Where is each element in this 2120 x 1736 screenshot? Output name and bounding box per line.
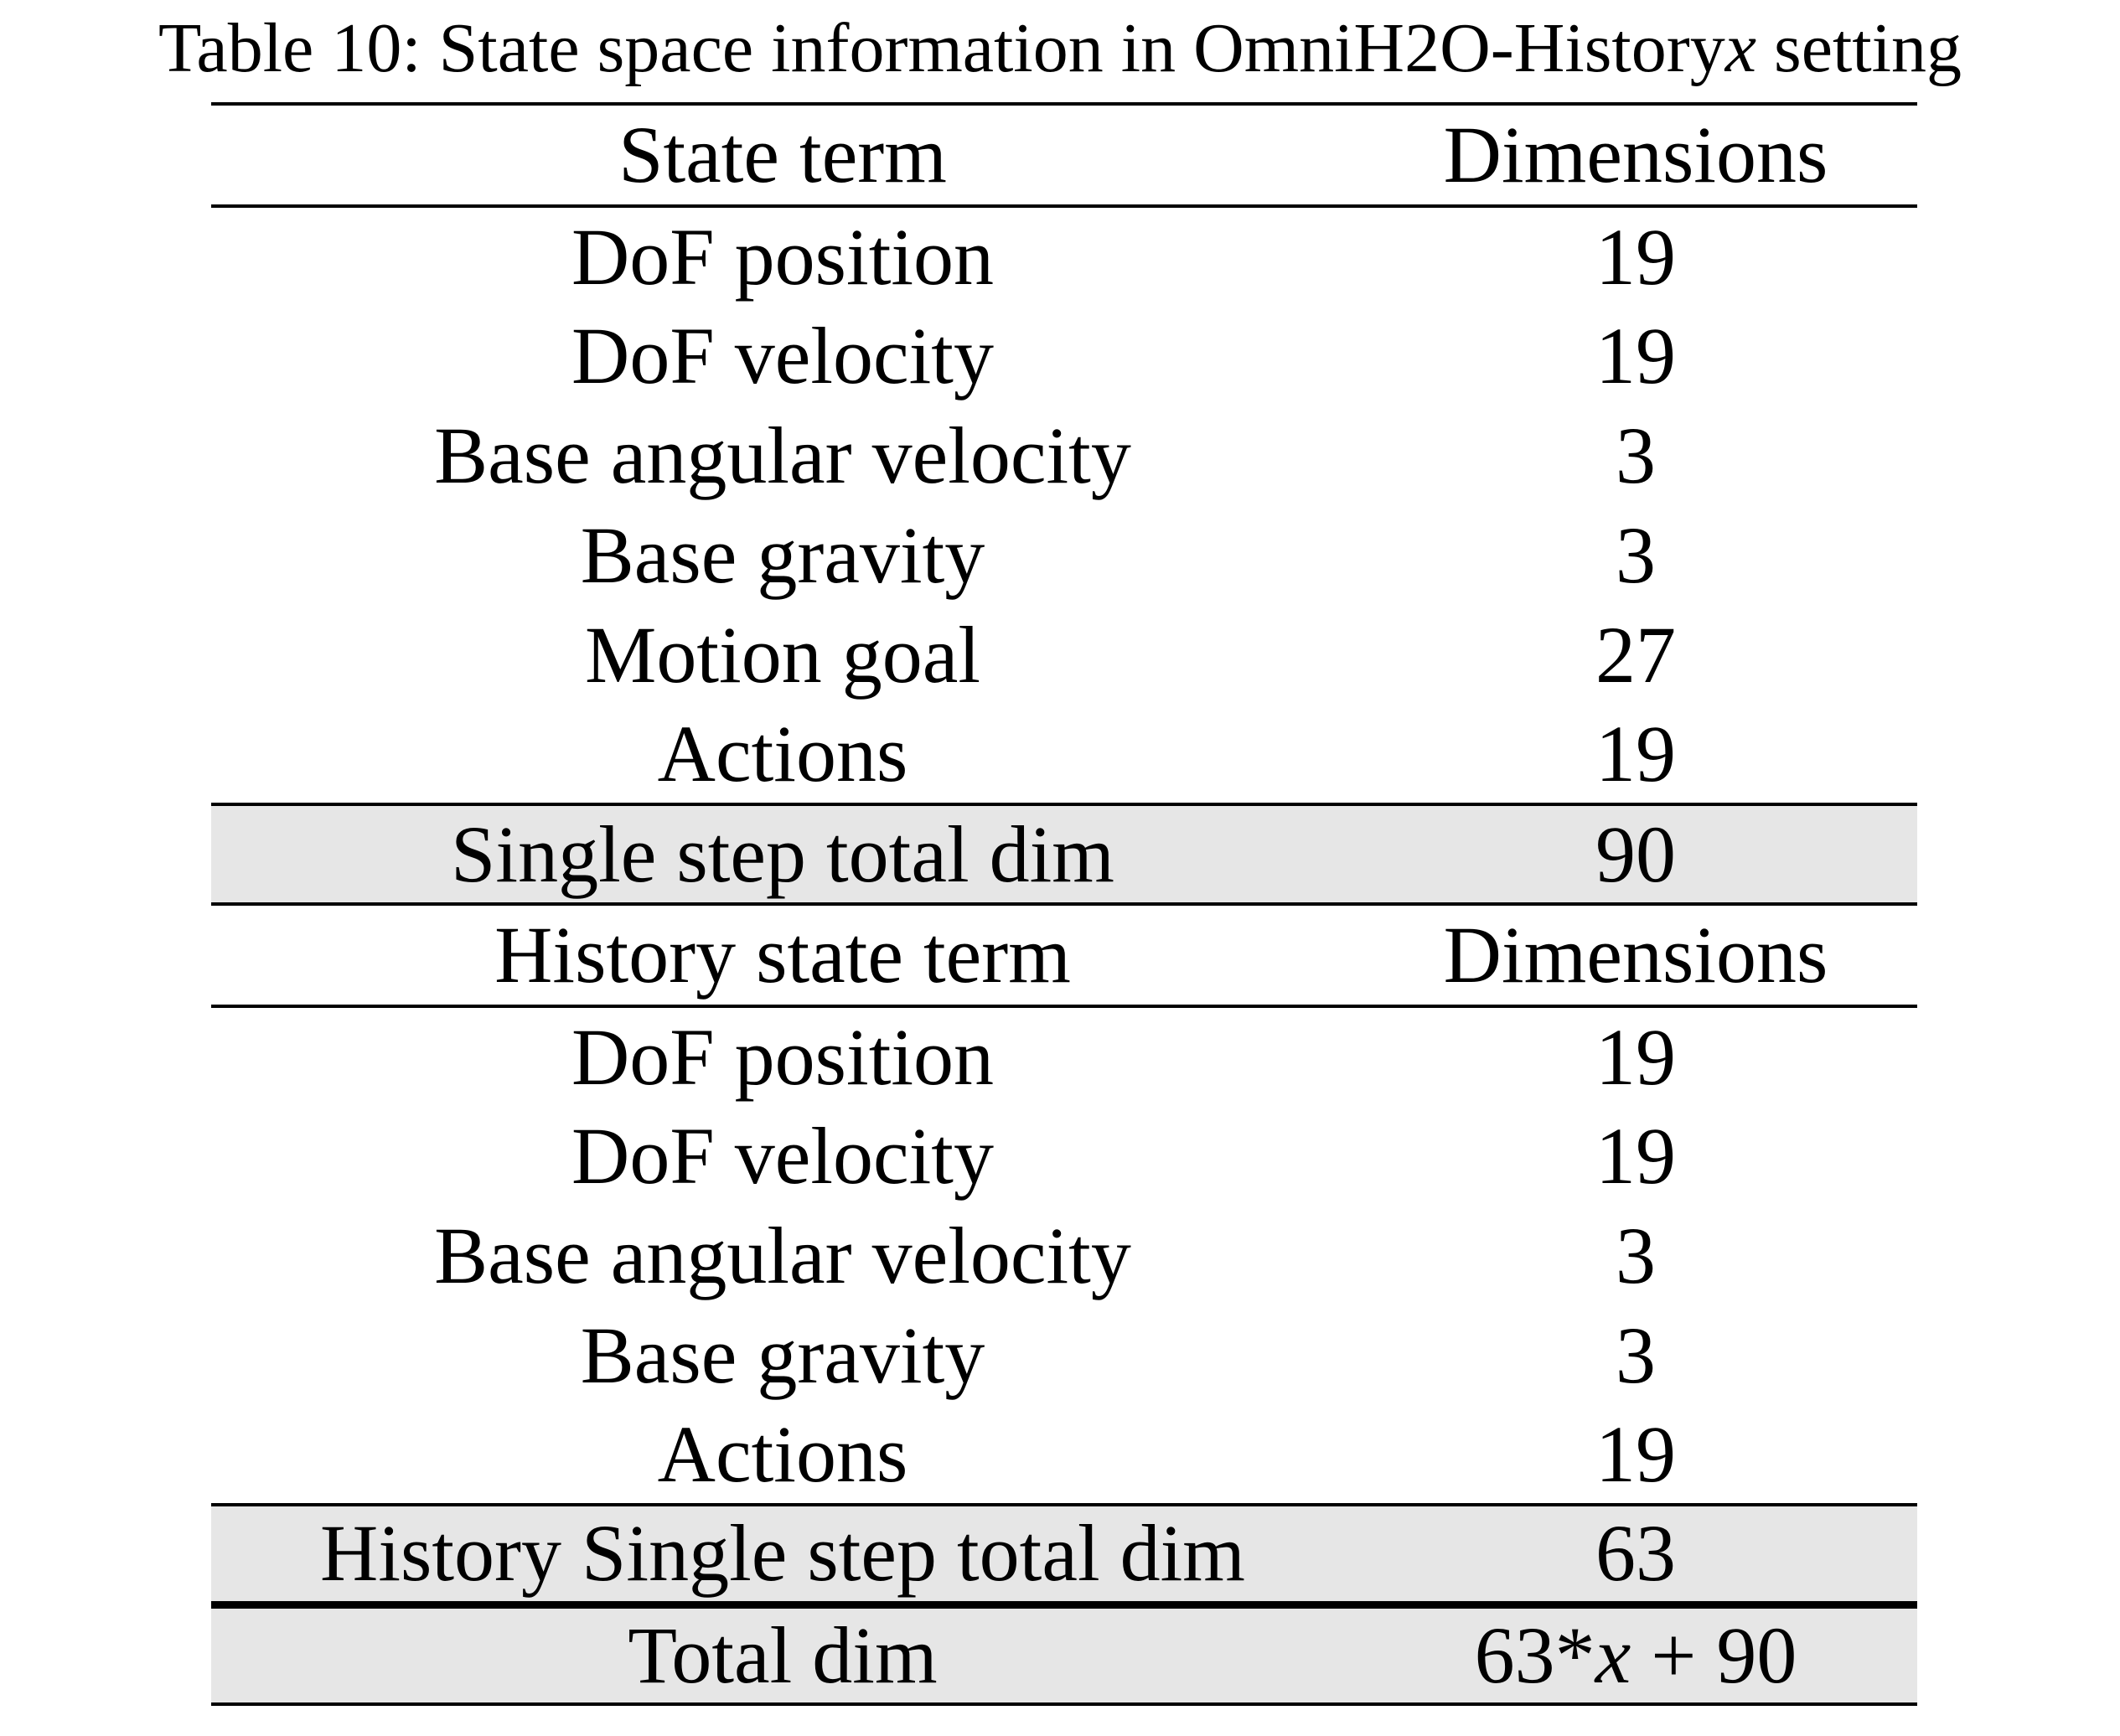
state-term-cell: Base angular velocity bbox=[434, 410, 1131, 500]
state-space-table: State term Dimensions DoF position 19 Do… bbox=[211, 102, 1917, 1706]
table-row: Actions 19 bbox=[211, 705, 1917, 804]
history-total-row: History Single step total dim 63 bbox=[211, 1503, 1917, 1604]
single-step-total-row: Single step total dim 90 bbox=[211, 803, 1917, 906]
header-history-state-term: History state term bbox=[211, 904, 1354, 1008]
table-row: Base gravity 3 bbox=[211, 505, 1917, 605]
dimension-cell: 19 bbox=[1595, 1110, 1676, 1201]
state-term-cell: Motion goal bbox=[585, 609, 980, 700]
history-term-cell: DoF velocity bbox=[571, 1110, 994, 1201]
dimension-cell: 3 bbox=[1616, 410, 1656, 500]
history-total-value: 63 bbox=[1354, 1503, 1917, 1604]
state-term-cell: Actions bbox=[657, 708, 908, 798]
caption-suffix: setting bbox=[1756, 9, 1962, 87]
history-term-cell: Actions bbox=[657, 1408, 908, 1499]
table-row: Base angular velocity 3 bbox=[211, 1206, 1917, 1305]
history-total-label: History Single step total dim bbox=[211, 1503, 1354, 1604]
dimension-cell: 3 bbox=[1616, 1310, 1656, 1400]
table-row: DoF position 19 bbox=[211, 206, 1917, 306]
dimension-cell: 19 bbox=[1595, 708, 1676, 798]
dimension-cell: 27 bbox=[1595, 609, 1676, 700]
dimension-cell: 19 bbox=[1595, 310, 1676, 400]
dimension-cell: 19 bbox=[1595, 1408, 1676, 1499]
grand-total-value: 63*x + 90 bbox=[1354, 1600, 1917, 1706]
table-caption: Table 10: State space information in Omn… bbox=[0, 13, 2120, 84]
table-row: DoF position 19 bbox=[211, 1006, 1917, 1106]
table-row: Base gravity 3 bbox=[211, 1305, 1917, 1405]
header-state-term: State term bbox=[211, 102, 1354, 208]
table-row: DoF velocity 19 bbox=[211, 1106, 1917, 1206]
state-term-cell: DoF velocity bbox=[571, 310, 994, 400]
single-step-total-label: Single step total dim bbox=[211, 803, 1354, 906]
caption-prefix: Table 10: State space information in Omn… bbox=[158, 9, 1725, 87]
section2-header-row: History state term Dimensions bbox=[211, 904, 1917, 1008]
history-term-cell: Base gravity bbox=[580, 1310, 985, 1400]
grand-total-row: Total dim 63*x + 90 bbox=[211, 1600, 1917, 1706]
section1-header-row: State term Dimensions bbox=[211, 102, 1917, 208]
dimension-cell: 19 bbox=[1595, 1011, 1676, 1102]
grand-total-suffix: + 90 bbox=[1631, 1609, 1797, 1700]
grand-total-variable: x bbox=[1595, 1609, 1631, 1700]
table-row: DoF velocity 19 bbox=[211, 306, 1917, 406]
dimension-cell: 19 bbox=[1595, 211, 1676, 302]
history-term-cell: DoF position bbox=[571, 1011, 995, 1102]
state-term-cell: Base gravity bbox=[580, 509, 985, 600]
header-dimensions: Dimensions bbox=[1354, 102, 1917, 208]
table-row: Motion goal 27 bbox=[211, 605, 1917, 705]
grand-total-label: Total dim bbox=[211, 1600, 1354, 1706]
history-term-cell: Base angular velocity bbox=[434, 1210, 1131, 1300]
header-dimensions: Dimensions bbox=[1354, 904, 1917, 1008]
table-row: Base angular velocity 3 bbox=[211, 406, 1917, 505]
grand-total-prefix: 63* bbox=[1474, 1609, 1595, 1700]
dimension-cell: 3 bbox=[1616, 1210, 1656, 1300]
caption-variable: x bbox=[1724, 9, 1757, 87]
single-step-total-value: 90 bbox=[1354, 803, 1917, 906]
dimension-cell: 3 bbox=[1616, 509, 1656, 600]
state-term-cell: DoF position bbox=[571, 211, 995, 302]
table-row: Actions 19 bbox=[211, 1405, 1917, 1505]
